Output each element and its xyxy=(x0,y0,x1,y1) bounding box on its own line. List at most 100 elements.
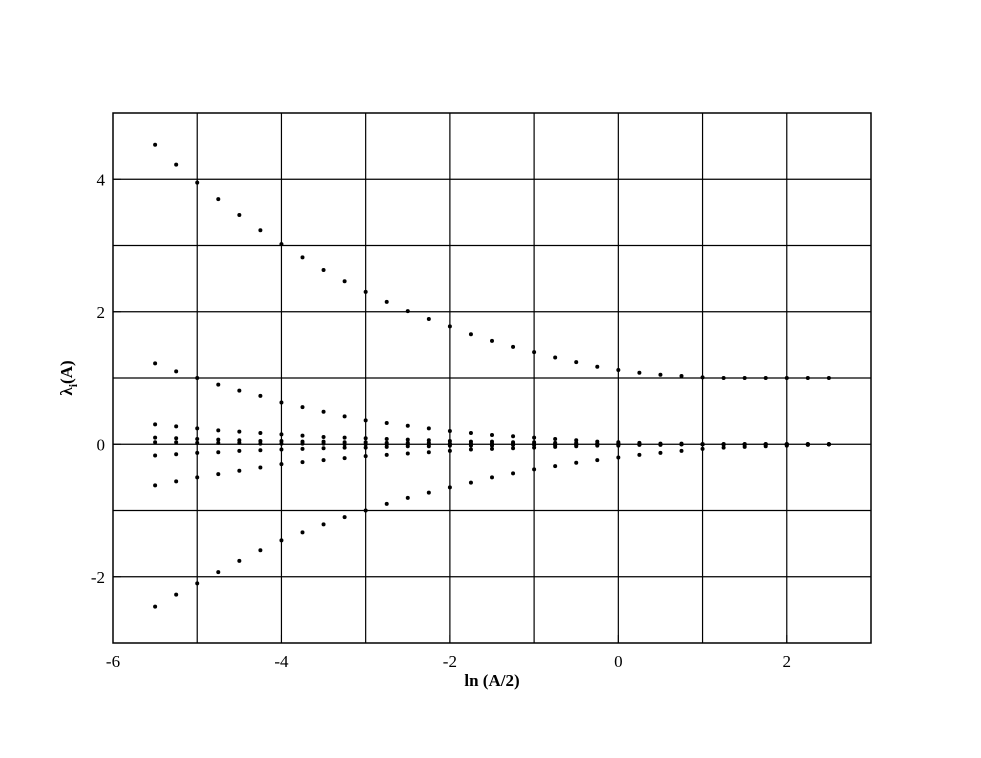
data-point xyxy=(216,450,221,455)
data-point xyxy=(532,467,537,472)
data-point xyxy=(321,446,326,451)
data-point xyxy=(595,443,600,448)
data-point xyxy=(637,452,642,457)
data-point xyxy=(258,228,263,233)
y-label-subscript: i xyxy=(66,383,80,387)
data-point xyxy=(321,409,326,414)
data-point xyxy=(279,441,284,446)
y-tick-label: 0 xyxy=(97,435,106,454)
data-point xyxy=(321,458,326,463)
data-point xyxy=(237,213,242,218)
data-point xyxy=(216,197,221,202)
data-point xyxy=(342,414,347,419)
y-label-symbol: λ xyxy=(57,387,76,396)
data-point xyxy=(153,440,158,445)
data-point xyxy=(300,441,305,446)
data-point xyxy=(490,432,494,437)
data-point xyxy=(468,430,473,435)
data-point xyxy=(342,445,347,450)
plot-frame xyxy=(112,112,872,644)
data-point xyxy=(153,483,158,488)
data-point xyxy=(679,442,684,447)
data-point xyxy=(363,454,368,459)
data-point xyxy=(405,423,410,428)
data-point xyxy=(384,299,389,304)
data-point xyxy=(174,436,179,441)
data-point xyxy=(553,444,558,449)
data-point xyxy=(511,442,516,447)
y-tick-label: 2 xyxy=(97,303,106,322)
data-point xyxy=(195,426,200,431)
data-point xyxy=(174,592,179,597)
data-point xyxy=(258,548,263,553)
data-point xyxy=(258,441,263,446)
x-tick-label: 0 xyxy=(614,652,623,671)
data-point xyxy=(363,289,368,294)
data-point xyxy=(216,440,221,445)
data-point xyxy=(216,437,221,442)
data-point xyxy=(574,444,579,449)
data-point xyxy=(384,421,389,426)
data-point xyxy=(700,446,705,451)
data-point xyxy=(447,429,452,433)
data-point xyxy=(700,375,705,380)
data-point xyxy=(426,317,431,322)
data-point xyxy=(447,448,452,453)
data-point xyxy=(468,447,473,452)
data-point xyxy=(468,332,473,337)
data-point xyxy=(300,433,305,438)
data-point xyxy=(237,468,242,473)
data-point xyxy=(321,268,326,273)
data-point xyxy=(679,448,684,453)
data-point xyxy=(490,443,494,448)
data-point xyxy=(195,376,200,380)
data-point xyxy=(258,465,263,470)
x-axis-label: ln (A/2) xyxy=(464,671,519,690)
data-point xyxy=(532,435,537,440)
data-point xyxy=(300,405,305,410)
data-point xyxy=(195,581,200,586)
data-point xyxy=(342,435,347,440)
data-point xyxy=(616,443,621,448)
y-tick-label: 4 xyxy=(97,170,106,189)
data-point xyxy=(174,440,179,445)
data-point xyxy=(153,453,158,458)
data-point xyxy=(721,445,726,450)
data-point xyxy=(237,388,242,393)
data-point xyxy=(405,495,410,500)
data-point xyxy=(237,448,242,453)
data-point xyxy=(153,361,158,366)
data-point xyxy=(174,162,179,167)
data-point xyxy=(637,442,642,447)
data-point xyxy=(405,451,410,456)
data-point xyxy=(216,382,221,387)
data-point xyxy=(321,434,326,439)
data-point xyxy=(426,444,431,449)
data-point xyxy=(258,393,263,398)
data-point xyxy=(574,460,579,465)
data-point xyxy=(279,462,284,467)
data-point xyxy=(595,458,600,463)
y-label-rest: (A) xyxy=(57,360,76,384)
data-point xyxy=(300,446,305,451)
data-point xyxy=(384,501,389,506)
data-point xyxy=(658,450,663,455)
data-point xyxy=(700,442,705,447)
data-point xyxy=(826,376,831,380)
data-point xyxy=(174,369,179,374)
data-point xyxy=(384,452,389,457)
data-point xyxy=(174,479,179,484)
x-tick-label: -6 xyxy=(106,652,120,671)
data-point xyxy=(553,436,558,441)
data-point xyxy=(826,442,831,447)
data-point xyxy=(195,180,200,185)
data-point xyxy=(384,436,389,441)
data-point xyxy=(300,460,305,465)
data-point xyxy=(363,445,368,450)
data-point xyxy=(426,426,431,431)
data-point xyxy=(553,464,558,469)
data-point xyxy=(658,372,663,377)
y-tick-label: -2 xyxy=(91,568,105,587)
data-point xyxy=(658,442,663,447)
data-point xyxy=(363,442,368,447)
